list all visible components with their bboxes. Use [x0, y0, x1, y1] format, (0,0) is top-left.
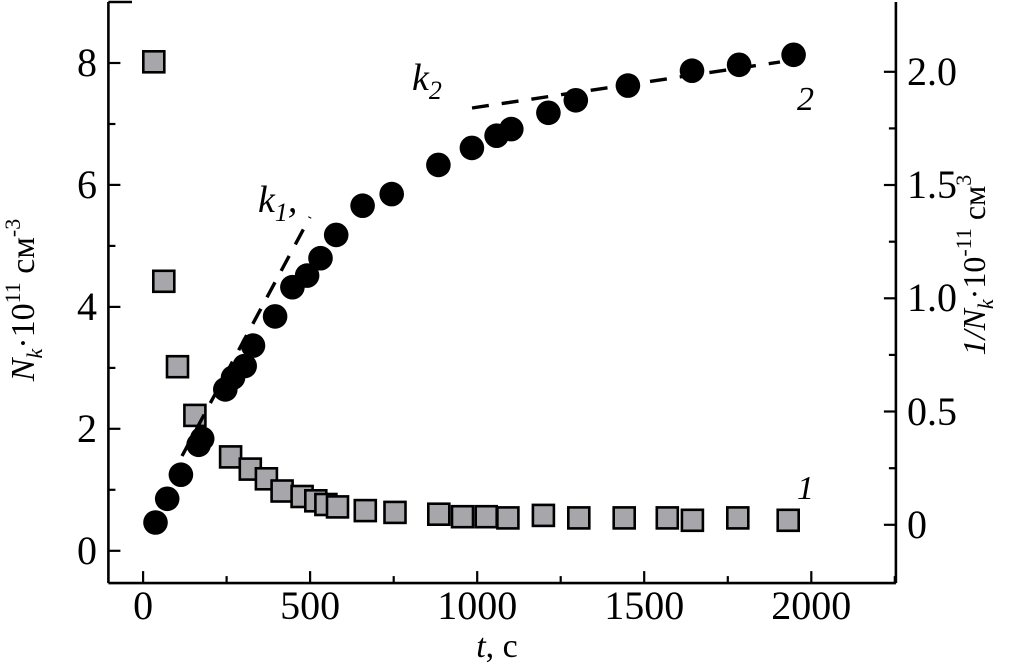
svg-text:0: 0	[133, 583, 153, 628]
svg-text:Nk·1011 см-3: Nk·1011 см-3	[0, 219, 47, 382]
svg-text:6: 6	[77, 162, 97, 207]
svg-text:0: 0	[907, 502, 927, 547]
svg-text:1.0: 1.0	[907, 275, 957, 320]
svg-text:0.5: 0.5	[907, 389, 957, 434]
svg-text:1500: 1500	[604, 583, 684, 628]
svg-text:1/Nk·10-11 см3: 1/Nk·10-11 см3	[951, 175, 998, 356]
svg-text:2: 2	[797, 81, 814, 118]
svg-text:1.5: 1.5	[907, 162, 957, 207]
svg-text:k1,: k1,	[258, 179, 297, 227]
svg-text:1: 1	[797, 470, 814, 507]
svg-text:2: 2	[77, 406, 97, 451]
svg-text:k2: k2	[412, 57, 442, 105]
svg-text:2.0: 2.0	[907, 49, 957, 94]
svg-text:8: 8	[77, 40, 97, 85]
svg-text:0: 0	[77, 528, 97, 573]
svg-text:2000: 2000	[771, 583, 851, 628]
svg-text:500: 500	[280, 583, 340, 628]
svg-text:1000: 1000	[437, 583, 517, 628]
svg-text:4: 4	[77, 284, 97, 329]
svg-text:t, с: t, с	[476, 628, 518, 665]
